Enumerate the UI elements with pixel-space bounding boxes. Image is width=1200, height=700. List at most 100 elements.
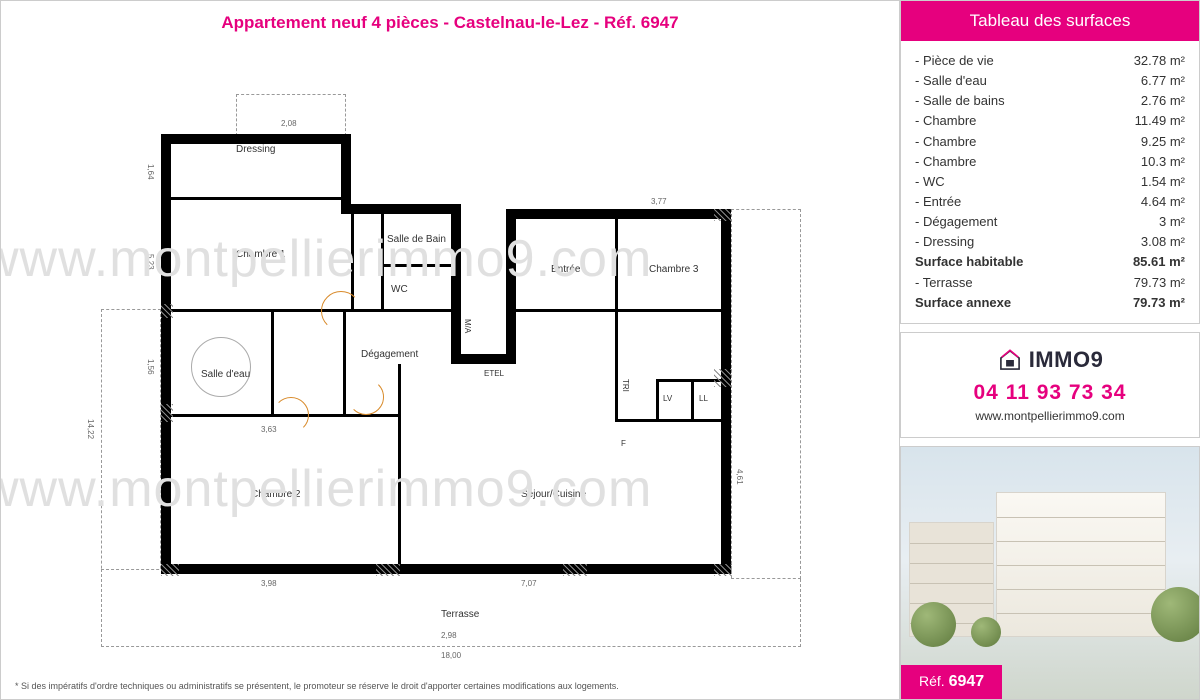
surface-row: Surface annexe79.73 m² bbox=[915, 293, 1185, 313]
logo-row: IMMO9 bbox=[909, 347, 1191, 373]
dim-label: 7,07 bbox=[521, 579, 537, 588]
room-label: Séjour/Cuisine bbox=[521, 489, 586, 500]
surface-label: - WC bbox=[915, 172, 945, 192]
wall bbox=[171, 197, 341, 200]
surface-label: Surface annexe bbox=[915, 293, 1011, 313]
building-main bbox=[996, 492, 1166, 637]
dim-label: 3,77 bbox=[651, 197, 667, 206]
surface-label: Surface habitable bbox=[915, 252, 1023, 272]
wall bbox=[161, 134, 351, 144]
listing-title: Appartement neuf 4 pièces - Castelnau-le… bbox=[221, 13, 678, 32]
room-label: Chambre 1 bbox=[236, 249, 285, 260]
room-label: Dégagement bbox=[361, 349, 418, 360]
surface-label: - Pièce de vie bbox=[915, 51, 994, 71]
room-label: Chambre 3 bbox=[649, 264, 698, 275]
wall bbox=[615, 419, 730, 422]
wall bbox=[721, 209, 731, 569]
building-photo: Réf. 6947 bbox=[900, 446, 1200, 700]
dim-label: 3,63 bbox=[261, 425, 277, 434]
title-bar: Appartement neuf 4 pièces - Castelnau-le… bbox=[1, 1, 899, 39]
wall bbox=[451, 204, 461, 364]
room-label: F bbox=[621, 439, 626, 448]
dim-label: 18,00 bbox=[441, 651, 461, 660]
surface-row: - Terrasse 79.73 m² bbox=[915, 273, 1185, 293]
info-panel: Tableau des surfaces - Pièce de vie32.78… bbox=[900, 0, 1200, 700]
room-label: WC bbox=[391, 284, 408, 295]
ref-label: Réf. bbox=[919, 673, 945, 689]
room-label: Terrasse bbox=[441, 609, 479, 620]
room-label: LL bbox=[699, 394, 708, 403]
surface-label: - Chambre bbox=[915, 132, 976, 152]
house-icon bbox=[997, 347, 1023, 373]
room-label: Salle d'eau bbox=[201, 369, 250, 380]
surface-label: - Dégagement bbox=[915, 212, 997, 232]
dim-label: 1,56 bbox=[146, 359, 155, 375]
door bbox=[348, 379, 384, 415]
room-label: Entrée bbox=[551, 264, 580, 275]
website-url: www.montpellierimmo9.com bbox=[909, 409, 1191, 423]
surface-value: 3 m² bbox=[1159, 212, 1185, 232]
surface-label: - Terrasse bbox=[915, 273, 973, 293]
dim-label: 5,23 bbox=[146, 254, 155, 270]
wall bbox=[161, 564, 731, 574]
surface-label: - Salle de bains bbox=[915, 91, 1005, 111]
surface-row: - Chambre 9.25 m² bbox=[915, 132, 1185, 152]
surface-label: - Chambre bbox=[915, 111, 976, 131]
surface-row: - Pièce de vie 32.78 m² bbox=[915, 51, 1185, 71]
wall bbox=[161, 134, 171, 574]
wall bbox=[171, 309, 461, 312]
room-label: LV bbox=[663, 394, 672, 403]
tree bbox=[971, 617, 1001, 647]
surface-value: 32.78 m² bbox=[1134, 51, 1185, 71]
dim-label: 4,61 bbox=[735, 469, 744, 485]
ref-number: 6947 bbox=[949, 673, 985, 690]
wall bbox=[516, 309, 731, 312]
surface-value: 79.73 m² bbox=[1134, 273, 1185, 293]
column bbox=[161, 404, 173, 422]
surfaces-box: Tableau des surfaces - Pièce de vie32.78… bbox=[900, 0, 1200, 324]
wall bbox=[346, 414, 401, 417]
surface-row: - Chambre11.49 m² bbox=[915, 111, 1185, 131]
room-label: ETEL bbox=[484, 369, 504, 378]
surface-label: - Salle d'eau bbox=[915, 71, 987, 91]
surface-value: 2.76 m² bbox=[1141, 91, 1185, 111]
wall bbox=[341, 204, 461, 214]
floorplan-panel: Appartement neuf 4 pièces - Castelnau-le… bbox=[0, 0, 900, 700]
wall bbox=[691, 382, 694, 420]
wall bbox=[381, 264, 456, 267]
contact-box: IMMO9 04 11 93 73 34 www.montpellierimmo… bbox=[900, 332, 1200, 438]
surface-value: 9.25 m² bbox=[1141, 132, 1185, 152]
room-label: M/A bbox=[463, 319, 472, 333]
dim-label: 14,22 bbox=[86, 419, 95, 439]
surface-row: - Entrée 4.64 m² bbox=[915, 192, 1185, 212]
surface-value: 4.64 m² bbox=[1141, 192, 1185, 212]
dim-label: 3,98 bbox=[261, 579, 277, 588]
surface-row: - Salle d'eau6.77 m² bbox=[915, 71, 1185, 91]
disclaimer-text: * Si des impératifs d'ordre techniques o… bbox=[1, 673, 899, 699]
surface-row: - Dégagement 3 m² bbox=[915, 212, 1185, 232]
surface-value: 85.61 m² bbox=[1133, 252, 1185, 272]
wall bbox=[656, 379, 659, 419]
wall bbox=[271, 312, 274, 414]
terrace-outline bbox=[731, 209, 801, 579]
room-label: Dressing bbox=[236, 144, 275, 155]
tree bbox=[1151, 587, 1200, 642]
surface-row: - Dressing3.08 m² bbox=[915, 232, 1185, 252]
wall bbox=[343, 312, 346, 417]
surface-label: - Chambre bbox=[915, 152, 976, 172]
wall bbox=[171, 414, 346, 417]
phone-number: 04 11 93 73 34 bbox=[909, 381, 1191, 405]
wall bbox=[506, 209, 731, 219]
surface-label: - Dressing bbox=[915, 232, 974, 252]
floorplan-area: www.montpellierimmo9.com www.montpellier… bbox=[1, 39, 899, 673]
surface-value: 10.3 m² bbox=[1141, 152, 1185, 172]
terrace-outline bbox=[236, 94, 346, 136]
wall bbox=[381, 214, 384, 309]
surface-row: - WC1.54 m² bbox=[915, 172, 1185, 192]
wall bbox=[615, 219, 618, 309]
surface-label: - Entrée bbox=[915, 192, 961, 212]
room-label: Chambre 2 bbox=[251, 489, 300, 500]
column bbox=[714, 209, 732, 221]
wall bbox=[615, 312, 618, 422]
surface-row: - Chambre 10.3 m² bbox=[915, 152, 1185, 172]
